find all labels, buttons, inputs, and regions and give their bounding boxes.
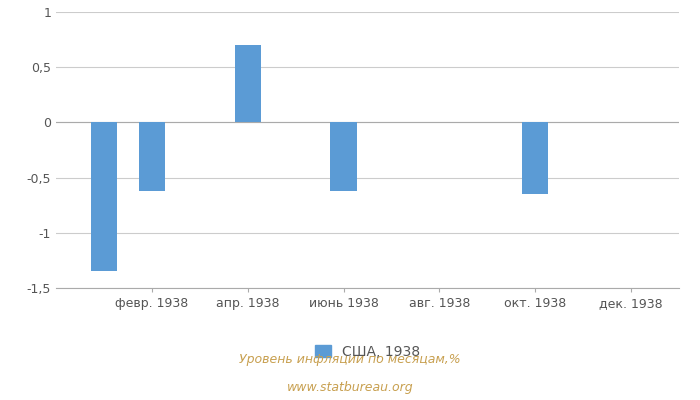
Text: Уровень инфляции по месяцам,%: Уровень инфляции по месяцам,% [239, 354, 461, 366]
Bar [91, 122, 117, 272]
Bar [139, 122, 165, 191]
Text: www.statbureau.org: www.statbureau.org [287, 382, 413, 394]
Bar [330, 122, 357, 191]
Bar [522, 122, 548, 194]
Legend: США, 1938: США, 1938 [314, 345, 421, 359]
Bar [234, 45, 261, 122]
